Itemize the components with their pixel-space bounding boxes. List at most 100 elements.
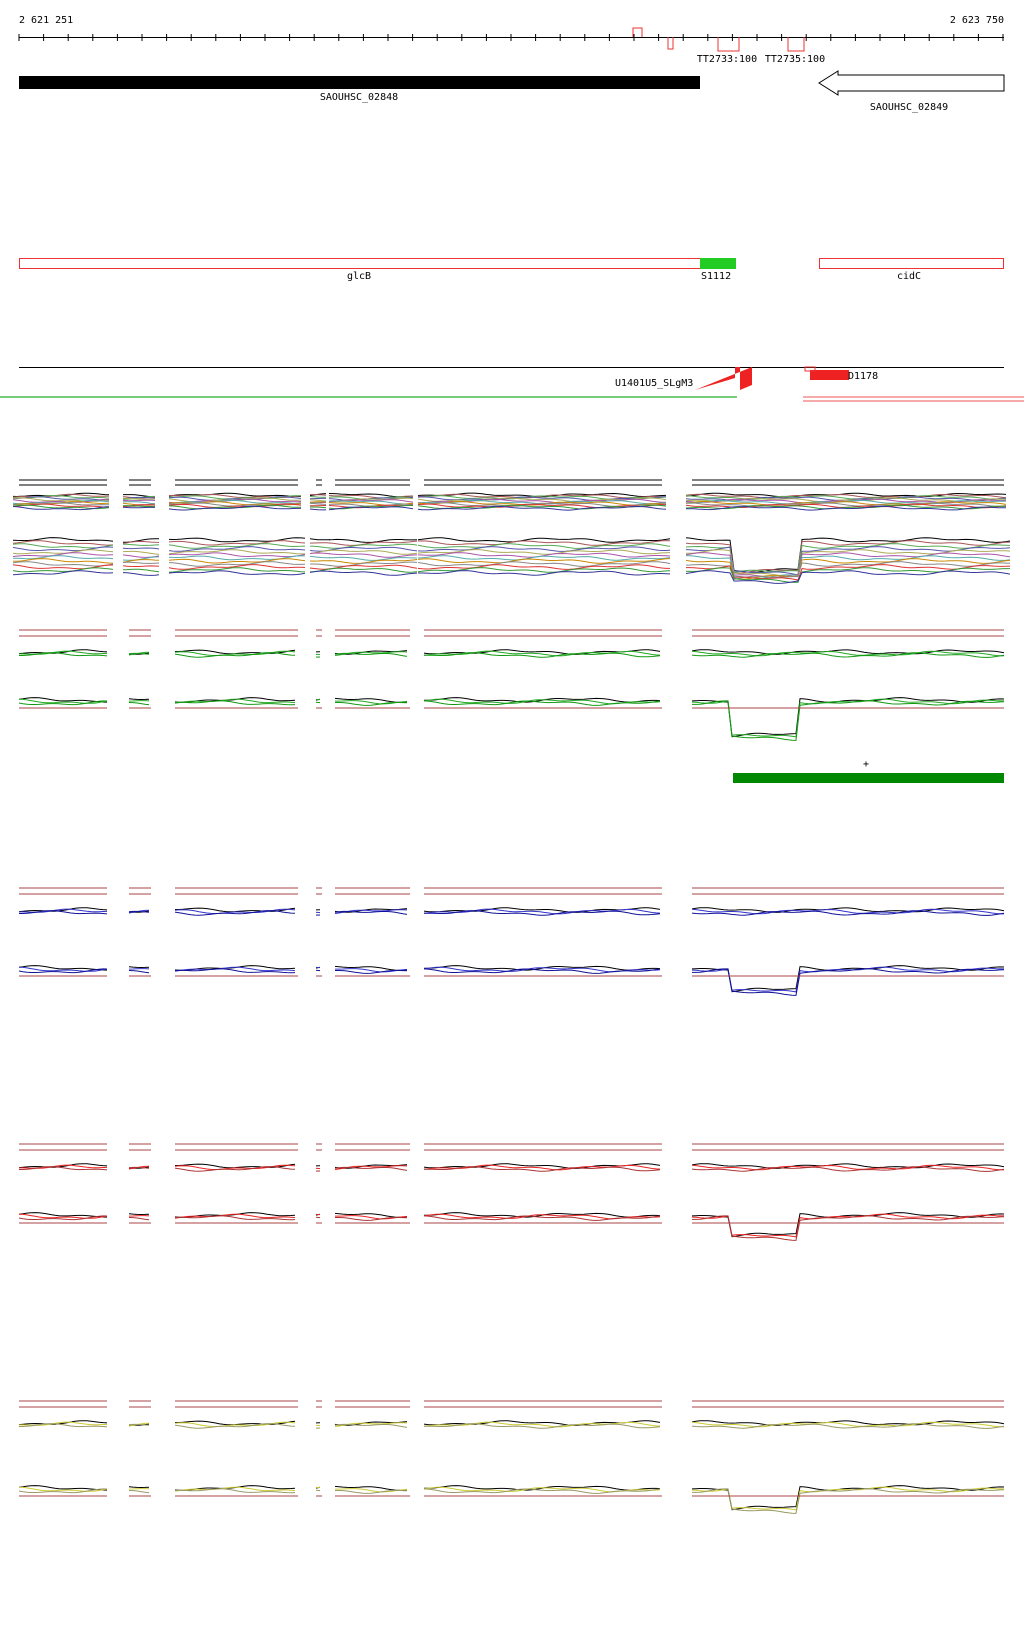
expression-line <box>691 907 1005 913</box>
expression-line <box>685 561 1011 580</box>
ruler-ticks <box>18 34 1004 41</box>
expression-line <box>174 1164 296 1171</box>
transcript-shape <box>804 366 816 372</box>
expression-line <box>685 552 1011 578</box>
expression-line <box>168 543 306 549</box>
expression-line <box>423 1215 661 1221</box>
expression-line <box>128 1486 150 1489</box>
expression-line <box>174 968 296 974</box>
expression-line <box>691 1421 1005 1428</box>
expression-line <box>691 908 1005 915</box>
expression-line <box>168 564 306 570</box>
expression-line <box>128 1423 150 1426</box>
expression-line <box>18 907 108 913</box>
terminator-label: TT2735:100 <box>765 54 825 65</box>
expression-line <box>334 1423 408 1428</box>
expression-line <box>18 1485 108 1491</box>
expression-line <box>128 1488 150 1490</box>
expression-line <box>12 549 114 555</box>
expression-line <box>309 493 327 496</box>
expression-line <box>328 567 418 573</box>
expression-line <box>328 553 418 558</box>
expression-line <box>309 555 330 559</box>
expression-line <box>128 1217 150 1221</box>
expression-line <box>423 700 661 706</box>
expression-line <box>309 499 327 502</box>
expression-line <box>417 540 671 546</box>
expression-line <box>685 504 1007 510</box>
expression-line <box>417 537 671 543</box>
expression-line <box>685 492 1007 498</box>
expression-line <box>328 556 418 561</box>
expression-line <box>423 1488 661 1494</box>
expression-line <box>685 500 1007 506</box>
expression-line <box>423 1423 661 1429</box>
expression-line <box>335 1490 408 1494</box>
expression-line <box>328 506 414 511</box>
expression-line <box>122 568 160 573</box>
expression-line <box>691 910 1005 916</box>
expression-line <box>174 1488 296 1494</box>
expression-line <box>12 561 114 567</box>
transcript-label: U1401U5_SLgM3 <box>615 378 693 389</box>
expression-line <box>18 649 108 655</box>
expression-line <box>18 1488 108 1494</box>
expression-line <box>18 1420 108 1426</box>
expression-line <box>417 505 667 511</box>
expression-line <box>691 1166 1005 1172</box>
annotation-label: S1112 <box>701 271 731 282</box>
transcript-shape <box>810 370 849 380</box>
expression-line <box>122 499 156 502</box>
transcript-shape <box>695 367 752 390</box>
expression-line <box>423 1164 661 1171</box>
expression-line <box>122 501 156 505</box>
annotation-box <box>19 258 701 269</box>
expression-line <box>168 552 306 558</box>
expression-line <box>168 503 302 508</box>
expression-line <box>128 652 150 655</box>
expression-line <box>417 503 667 509</box>
expression-line <box>12 537 114 542</box>
expression-line <box>128 1166 150 1169</box>
expression-line <box>691 1164 1005 1171</box>
expression-line <box>685 502 1007 508</box>
expression-line <box>122 506 156 509</box>
expression-line <box>328 564 418 570</box>
expression-line <box>309 538 331 541</box>
expression-line <box>334 1166 408 1171</box>
expression-line <box>423 652 661 658</box>
expression-line <box>168 540 306 546</box>
expression-line <box>168 570 306 576</box>
expression-line <box>423 1421 661 1428</box>
expression-line <box>174 1423 296 1429</box>
expression-line <box>692 968 1005 996</box>
expression-line <box>18 698 108 704</box>
expression-line <box>685 495 1007 500</box>
expression-line <box>12 555 114 560</box>
expression-line <box>12 567 114 573</box>
expression-line <box>18 697 108 703</box>
expression-line <box>168 505 301 511</box>
expression-line <box>128 698 150 701</box>
gene-arrow <box>818 70 1005 96</box>
ruler-start: 2 621 251 <box>19 15 73 26</box>
expression-line <box>122 559 160 563</box>
expression-line <box>19 910 108 915</box>
expression-line <box>328 540 418 546</box>
expression-line <box>335 702 408 706</box>
expression-line <box>417 501 667 506</box>
expression-line <box>334 910 408 915</box>
expression-line <box>417 561 671 567</box>
ruler-end: 2 623 750 <box>950 15 1004 26</box>
expression-line <box>122 565 160 567</box>
gene-bar <box>19 76 700 89</box>
expression-line <box>417 555 671 561</box>
expression-line <box>128 966 150 969</box>
expression-line <box>174 650 296 657</box>
expression-tracks <box>12 479 1011 1514</box>
expression-line <box>19 1166 108 1171</box>
strand-label: + <box>863 759 869 770</box>
expression-line <box>12 570 114 576</box>
expression-line <box>128 968 150 970</box>
